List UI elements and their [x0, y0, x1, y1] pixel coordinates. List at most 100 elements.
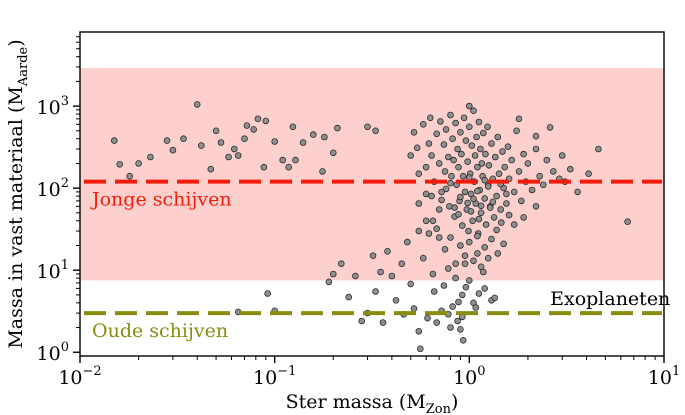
data-point [481, 285, 489, 292]
data-point [321, 133, 328, 141]
young-disk-range-band [80, 68, 664, 281]
data-point [450, 156, 457, 164]
data-point [501, 163, 509, 171]
data-point [452, 119, 459, 127]
data-point [433, 319, 441, 326]
data-point [455, 163, 462, 171]
x-tick-label: 10−2 [58, 364, 101, 389]
data-point [457, 326, 464, 333]
data-point [447, 324, 454, 331]
data-point [497, 219, 505, 226]
data-point [422, 190, 430, 198]
data-point [260, 163, 268, 171]
data-point [126, 172, 133, 180]
data-point [435, 206, 443, 213]
data-point [243, 122, 251, 129]
old-disk-label: Oude schijven [92, 320, 228, 342]
data-point [513, 127, 520, 135]
data-point [468, 142, 476, 149]
data-point [497, 206, 505, 213]
data-point [464, 158, 471, 166]
data-point [289, 123, 297, 131]
data-point [457, 129, 464, 136]
data-point [428, 152, 435, 159]
data-point [495, 170, 503, 178]
x-axis-label: Ster massa (MZon) [286, 391, 459, 415]
data-point [461, 252, 469, 260]
data-point [415, 327, 423, 335]
data-point [345, 293, 353, 301]
data-point [358, 317, 366, 325]
data-point [517, 197, 525, 205]
y-axis-label: Massa in vast materiaal (MAarde) [5, 39, 31, 348]
data-point [472, 304, 480, 311]
data-point [461, 188, 469, 196]
y-axis-label-main: Massa in vast materiaal (M [5, 86, 27, 349]
data-point [426, 114, 434, 122]
data-point [217, 139, 225, 146]
data-points [111, 101, 631, 353]
data-point [520, 150, 527, 158]
data-point [493, 226, 500, 234]
data-point [520, 214, 527, 221]
data-point [455, 211, 462, 218]
data-point [482, 221, 490, 228]
data-point [504, 143, 512, 151]
data-point [489, 198, 497, 206]
y-tick-label: 100 [37, 340, 69, 365]
data-point [407, 280, 415, 288]
data-point [474, 232, 481, 240]
data-point [473, 133, 480, 141]
x-tick-label: 101 [648, 364, 680, 389]
data-point [264, 290, 271, 297]
data-point [447, 179, 454, 187]
data-point [481, 195, 489, 202]
data-point [595, 145, 602, 153]
data-point [505, 211, 513, 219]
data-point [392, 296, 400, 304]
data-point [419, 254, 427, 262]
data-point [415, 227, 423, 235]
y-tick-label: 102 [37, 176, 69, 201]
data-point [457, 242, 464, 249]
plot-frame [79, 31, 665, 357]
data-point [458, 222, 466, 229]
data-point [532, 203, 540, 210]
data-point [271, 138, 279, 145]
data-point [352, 272, 359, 280]
data-point [415, 200, 423, 207]
data-point [319, 168, 326, 175]
data-point [470, 195, 477, 203]
data-point [479, 129, 487, 137]
data-point [444, 265, 452, 272]
data-point [398, 260, 406, 268]
data-point [111, 137, 118, 144]
data-point [163, 137, 171, 144]
data-point [467, 208, 475, 215]
data-point [539, 181, 547, 189]
data-point [474, 163, 481, 171]
data-point [469, 217, 476, 225]
data-point [481, 244, 489, 251]
data-point [465, 174, 473, 181]
data-point [452, 260, 459, 268]
data-point [452, 274, 459, 282]
data-point [461, 260, 469, 268]
data-point [438, 188, 445, 196]
data-point [475, 118, 483, 126]
data-point [372, 288, 379, 295]
data-point [500, 240, 507, 248]
data-point [384, 248, 391, 255]
data-point [465, 238, 473, 246]
data-point [494, 250, 502, 257]
data-point [388, 272, 396, 280]
data-point [482, 150, 489, 158]
data-point [438, 196, 445, 204]
data-point [477, 145, 484, 153]
data-point [465, 123, 473, 131]
data-point [325, 278, 333, 286]
data-point [279, 156, 287, 164]
data-point [372, 127, 379, 135]
data-point [441, 246, 449, 253]
data-point [515, 115, 523, 123]
